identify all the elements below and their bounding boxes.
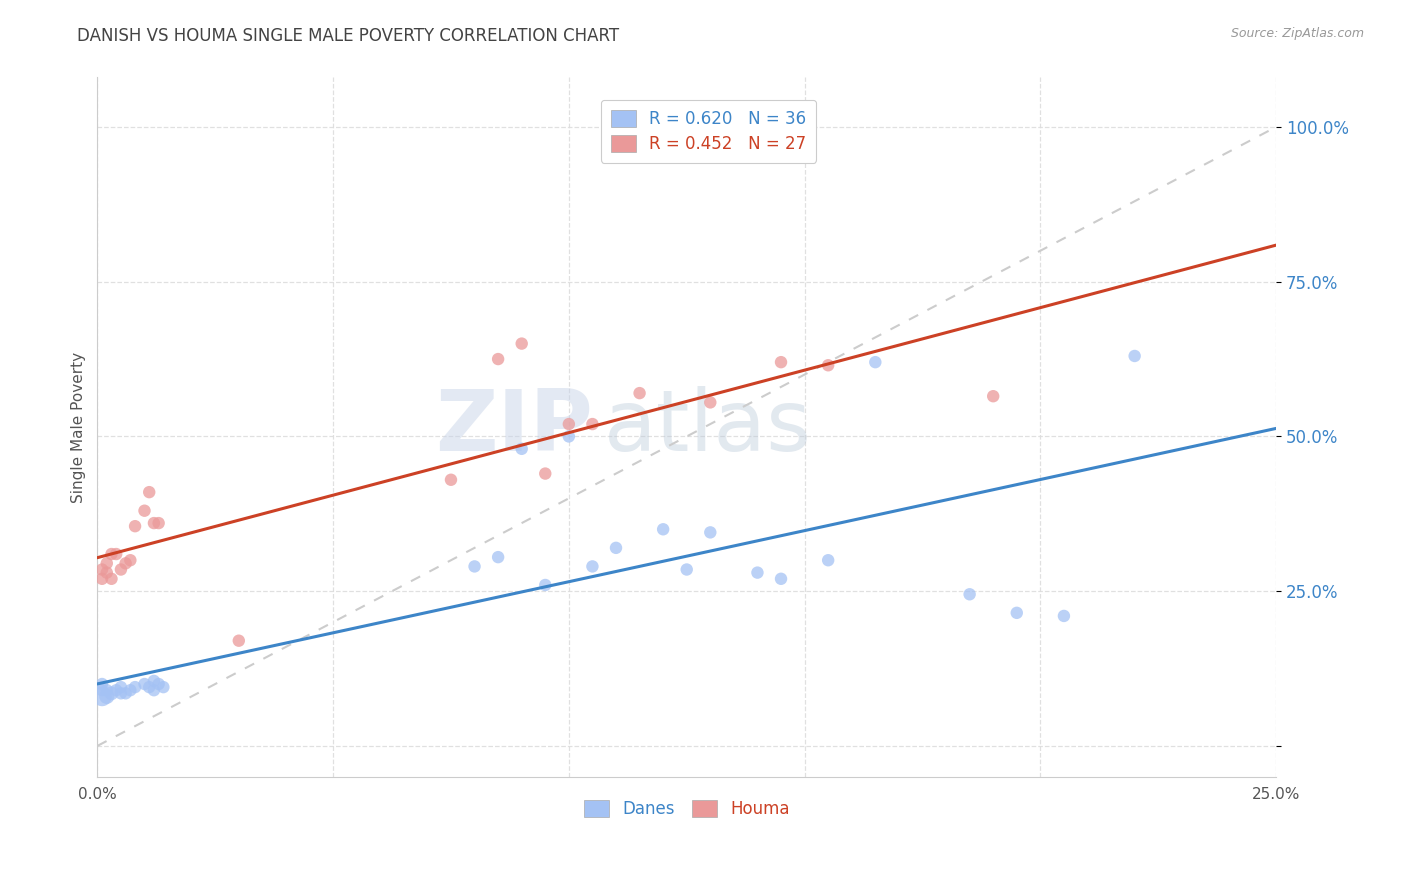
Point [628,386,651,401]
Text: DANISH VS HOUMA SINGLE MALE POVERTY CORRELATION CHART: DANISH VS HOUMA SINGLE MALE POVERTY CORR… [77,27,620,45]
Point [1005,606,1028,620]
Text: ZIP: ZIP [434,385,592,468]
Text: Source: ZipAtlas.com: Source: ZipAtlas.com [1230,27,1364,40]
Point [558,429,581,443]
Point [605,541,627,555]
Point [1053,609,1076,624]
Point [699,395,721,409]
Point [124,680,146,694]
Point [558,417,581,431]
Point [769,572,792,586]
Point [91,572,114,586]
Point [120,553,142,567]
Point [105,547,128,561]
Point [114,557,136,571]
Point [142,673,165,688]
Point [134,504,156,518]
Y-axis label: Single Male Poverty: Single Male Poverty [72,351,86,503]
Point [96,690,118,704]
Point [100,686,122,700]
Point [534,467,557,481]
Point [675,562,697,576]
Point [110,680,132,694]
Point [138,485,160,500]
Point [124,519,146,533]
Point [581,559,603,574]
Point [228,633,250,648]
Point [747,566,769,580]
Legend: Danes, Houma: Danes, Houma [578,793,796,824]
Point [134,677,156,691]
Point [152,680,174,694]
Point [486,550,509,565]
Point [534,578,557,592]
Point [142,683,165,698]
Text: atlas: atlas [605,385,813,468]
Point [91,690,114,704]
Point [486,352,509,367]
Point [510,336,533,351]
Point [120,683,142,698]
Point [817,358,839,372]
Point [110,686,132,700]
Point [769,355,792,369]
Point [100,547,122,561]
Point [138,680,160,694]
Point [817,553,839,567]
Point [959,587,981,601]
Point [110,562,132,576]
Point [581,417,603,431]
Point [865,355,887,369]
Point [148,516,170,530]
Point [96,683,118,698]
Point [510,442,533,456]
Point [96,566,118,580]
Point [100,572,122,586]
Point [114,686,136,700]
Point [1123,349,1146,363]
Point [464,559,486,574]
Point [699,525,721,540]
Point [91,683,114,698]
Point [440,473,463,487]
Point [105,683,128,698]
Point [652,522,675,536]
Point [96,557,118,571]
Point [142,516,165,530]
Point [91,562,114,576]
Point [981,389,1004,403]
Point [91,677,114,691]
Point [148,677,170,691]
